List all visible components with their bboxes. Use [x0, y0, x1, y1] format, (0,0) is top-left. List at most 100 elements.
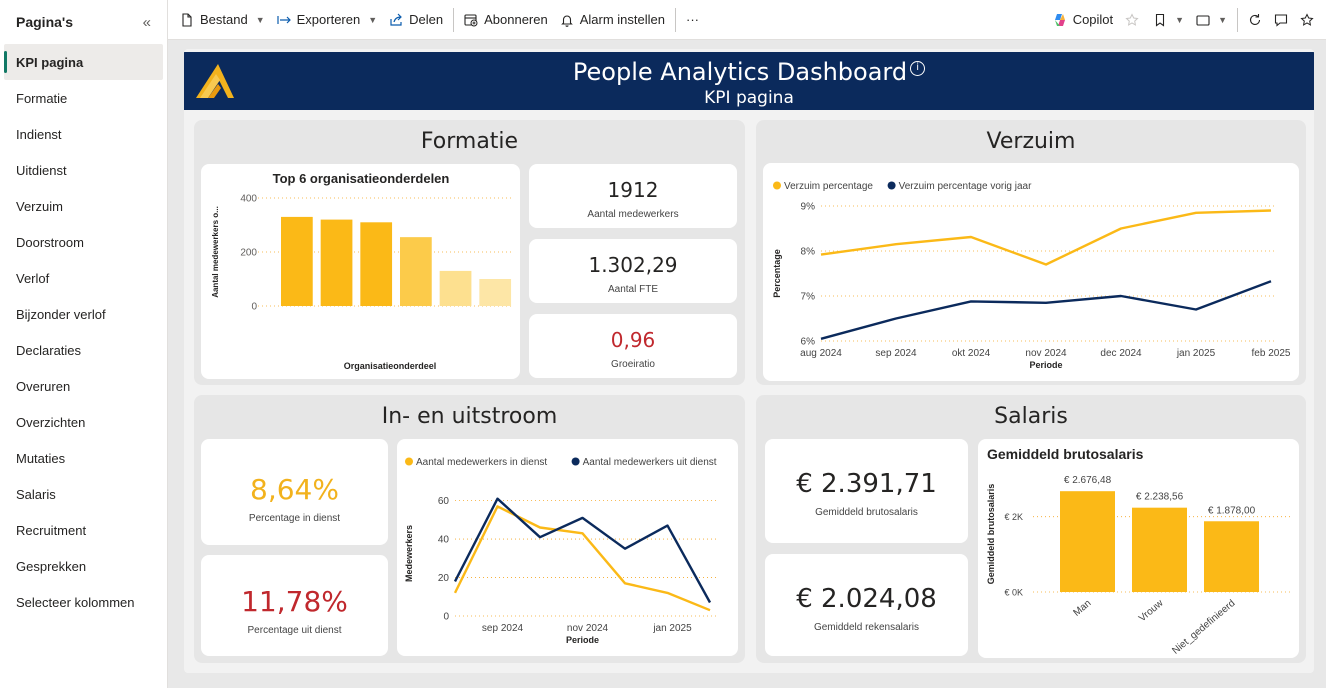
export-menu-button[interactable]: Exporteren ▼: [271, 5, 384, 35]
sidebar-item-selecteer-kolommen[interactable]: Selecteer kolommen: [16, 594, 135, 610]
x-tick-label: nov 2024: [567, 623, 609, 634]
bar: [479, 279, 512, 306]
formatie-bar-chart-card[interactable]: Top 6 organisatieonderdelen 0 200 400 Organi…: [201, 164, 520, 379]
more-options-button[interactable]: ···: [680, 5, 705, 35]
sidebar-item-declaraties[interactable]: Declaraties: [16, 342, 82, 358]
x-tick-label: Man: [1071, 598, 1093, 619]
data-label: € 2.676,48: [1064, 475, 1112, 486]
copilot-label: Copilot: [1072, 12, 1114, 27]
kpi-fte-label: Aantal FTE: [607, 284, 659, 295]
y-tick-label: 0: [251, 302, 257, 313]
report-header: People Analytics Dashboard i KPI pagina: [184, 52, 1314, 110]
copilot-button[interactable]: Copilot: [1047, 5, 1119, 35]
bookmark-menu-button[interactable]: ▼: [1147, 5, 1190, 35]
y-tick-label: 200: [240, 248, 257, 259]
verzuim-line-chart-card[interactable]: Verzuim percentage Verzuim percentage vor…: [763, 163, 1299, 381]
y-axis-label: Aantal medewerkers o...: [211, 206, 220, 298]
legend-marker: [887, 181, 896, 190]
kpi-gross-salary-label: Gemiddeld brutosalaris: [815, 507, 918, 518]
legend-marker: [571, 457, 580, 466]
sidebar-item-overuren[interactable]: Overuren: [16, 378, 71, 394]
favorite-button[interactable]: [1119, 5, 1147, 35]
kpi-card-in-service[interactable]: 8,64% Percentage in dienst: [201, 439, 388, 545]
toolbar-right: Copilot ▼ ▼: [1047, 5, 1326, 35]
legend-label: Aantal medewerkers in dienst: [416, 457, 547, 468]
subscribe-button[interactable]: Abonneren: [458, 5, 554, 35]
y-tick-label: 40: [438, 535, 450, 546]
export-arrow-icon: [277, 13, 291, 27]
y-tick-label: 8%: [801, 247, 816, 258]
set-alert-button[interactable]: Alarm instellen: [554, 5, 671, 35]
sidebar-item-verzuim[interactable]: Verzuim: [16, 198, 63, 214]
toolbar: Bestand ▼ Exporteren ▼ Delen Abonneren A…: [168, 0, 1326, 40]
toolbar-divider: [1237, 7, 1238, 32]
kpi-card-gross-salary[interactable]: € 2.391,71 Gemiddeld brutosalaris: [765, 439, 968, 543]
salaris-section: Salaris € 2.391,71 Gemiddeld brutosalari…: [756, 395, 1306, 663]
y-tick-label: 400: [240, 194, 257, 205]
sidebar-item-kpi-pagina[interactable]: KPI pagina: [4, 44, 163, 80]
chevron-down-icon: ▼: [255, 14, 265, 25]
bar: [1132, 507, 1187, 592]
sidebar-item-recruitment[interactable]: Recruitment: [16, 522, 87, 538]
favorite-star-button[interactable]: [1294, 5, 1320, 35]
sidebar-item-formatie[interactable]: Formatie: [16, 90, 68, 106]
sidebar-item-doorstroom[interactable]: Doorstroom: [16, 234, 84, 250]
sidebar-item-salaris[interactable]: Salaris: [16, 486, 56, 502]
bell-icon: [560, 13, 574, 27]
kpi-employees-label: Aantal medewerkers: [587, 209, 679, 220]
formatie-title: Formatie: [420, 129, 519, 154]
sidebar-item-uitdienst[interactable]: Uitdienst: [16, 162, 67, 178]
data-label: € 1.878,00: [1208, 505, 1256, 516]
kpi-gross-salary-value: € 2.391,71: [796, 469, 937, 499]
bar: [360, 222, 393, 306]
x-tick-label: Niet_gedefinieerd: [1170, 598, 1237, 657]
y-tick-label: 6%: [801, 337, 816, 348]
comment-button[interactable]: [1268, 5, 1294, 35]
legend-label: Aantal medewerkers uit dienst: [583, 457, 717, 468]
instroom-line-chart-card[interactable]: Aantal medewerkers in dienst Aantal medew…: [397, 439, 738, 656]
info-icon[interactable]: i: [910, 61, 926, 76]
page-list: KPI pagina Formatie Indienst Uitdienst Verzu…: [0, 44, 167, 620]
chart-title: Top 6 organisatieonderdelen: [273, 171, 450, 186]
kpi-card-out-service[interactable]: 11,78% Percentage uit dienst: [201, 555, 388, 656]
y-axis-label: Gemiddeld brutosalaris: [986, 484, 996, 585]
view-menu-button[interactable]: ▼: [1190, 5, 1233, 35]
sidebar-item-indienst[interactable]: Indienst: [16, 126, 62, 142]
more-options-icon: ···: [686, 12, 699, 27]
sidebar-item-overzichten[interactable]: Overzichten: [16, 414, 86, 430]
sidebar-item-mutaties[interactable]: Mutaties: [16, 450, 66, 466]
share-button[interactable]: Delen: [383, 5, 449, 35]
refresh-button[interactable]: [1242, 5, 1268, 35]
formatie-bar-chart: Top 6 organisatieonderdelen 0 200 400 Organi…: [211, 171, 513, 371]
kpi-card-growth[interactable]: 0,96 Groeiratio: [529, 314, 737, 378]
x-tick-label: sep 2024: [482, 623, 524, 634]
x-tick-label: nov 2024: [1025, 348, 1067, 359]
x-axis-label: Organisatieonderdeel: [344, 361, 437, 371]
data-label: € 2.238,56: [1136, 492, 1184, 503]
salaris-bar-chart: Gemiddeld brutosalaris € 0K € 2K € 2.676,48…: [986, 446, 1290, 657]
kpi-card-employees[interactable]: 1912 Aantal medewerkers: [529, 164, 737, 228]
sidebar-item-gesprekken[interactable]: Gesprekken: [16, 558, 87, 574]
verzuim-title: Verzuim: [986, 129, 1076, 154]
bar: [1060, 491, 1115, 592]
instroom-section: In- en uitstroom 8,64% Percentage in die…: [194, 395, 745, 663]
collapse-icon[interactable]: «: [142, 13, 151, 31]
chart-title: Gemiddeld brutosalaris: [987, 446, 1144, 462]
alert-label: Alarm instellen: [579, 12, 665, 27]
share-label: Delen: [409, 12, 444, 27]
salaris-bar-chart-card[interactable]: Gemiddeld brutosalaris € 0K € 2K € 2.676,48…: [978, 439, 1299, 658]
file-menu-button[interactable]: Bestand ▼: [174, 5, 271, 35]
copilot-icon: [1053, 13, 1067, 27]
sidebar-item-verlof[interactable]: Verlof: [16, 270, 50, 286]
verzuim-line-chart: Verzuim percentage Verzuim percentage vor…: [772, 181, 1291, 370]
chevron-down-icon: ▼: [368, 14, 378, 25]
sidebar-item-bijzonder-verlof[interactable]: Bijzonder verlof: [16, 306, 106, 322]
kpi-card-fte[interactable]: 1.302,29 Aantal FTE: [529, 239, 737, 303]
series-line: [453, 505, 711, 612]
kpi-card-calc-salary[interactable]: € 2.024,08 Gemiddeld rekensalaris: [765, 554, 968, 656]
y-axis-label: Percentage: [772, 249, 782, 298]
share-icon: [389, 13, 403, 27]
star-icon: [1300, 12, 1314, 27]
kpi-employees-value: 1912: [607, 178, 659, 202]
kpi-calc-salary-label: Gemiddeld rekensalaris: [813, 622, 920, 633]
